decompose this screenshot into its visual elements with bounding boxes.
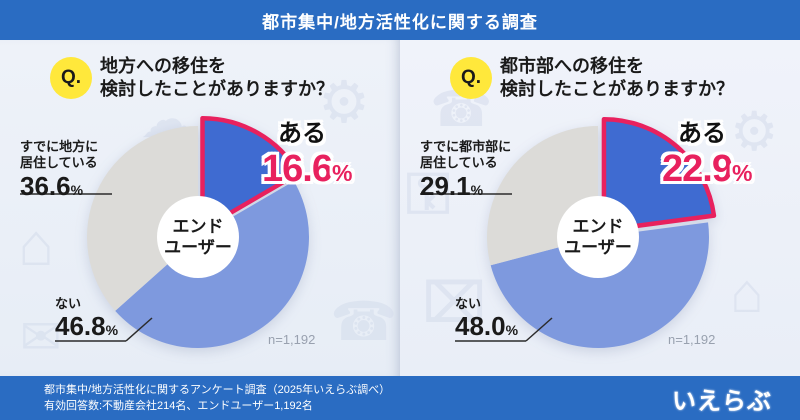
question-line1: 都市部への移住を bbox=[500, 56, 644, 76]
panel-rural-migration: ⚙ ☁ ⌂ ✉ ☎ Q. 地方への移住を 検討したことがありますか？ エンド ユ… bbox=[0, 40, 400, 376]
page-title: 都市集中/地方活性化に関する調査 bbox=[262, 12, 538, 32]
mail-icon: ✉ bbox=[20, 309, 62, 365]
phone-icon: ☎ bbox=[330, 292, 398, 352]
label-yes: ある 22.9% bbox=[662, 120, 752, 194]
header-bar: 都市集中/地方活性化に関する調査 bbox=[0, 0, 800, 40]
callout-line bbox=[525, 317, 553, 342]
sample-size-label: n=1,192 bbox=[668, 332, 716, 347]
pie-center-label: エンド ユーザー bbox=[138, 216, 258, 258]
center-line2: ユーザー bbox=[164, 238, 232, 257]
no-word: ない bbox=[455, 296, 482, 311]
footer-line1: 都市集中/地方活性化に関するアンケート調査（2025年いえらぶ調べ） bbox=[44, 384, 391, 396]
question-text: 地方への移住を 検討したことがありますか？ bbox=[100, 55, 334, 101]
label-already-resident: すでに都市部に 居住している 29.1% bbox=[420, 139, 511, 205]
map-icon: ⌂ bbox=[730, 261, 764, 324]
question-line2: 検討したことがありますか？ bbox=[500, 79, 734, 99]
label-no: ない 48.0% bbox=[455, 296, 518, 345]
panel-urban-migration: ⚿ ☎ ⌧ ⚙ ⌂ Q. 都市部への移住を 検討したことがありますか？ エンド … bbox=[400, 40, 800, 376]
pie-center-label: エンド ユーザー bbox=[538, 216, 658, 258]
already-value: 29.1% bbox=[420, 171, 484, 201]
label-yes: ある 16.6% bbox=[262, 120, 352, 194]
footer-bar: 都市集中/地方活性化に関するアンケート調査（2025年いえらぶ調べ） 有効回答数… bbox=[0, 376, 800, 420]
already-value: 36.6% bbox=[20, 171, 84, 201]
center-line1: エンド bbox=[572, 217, 624, 236]
footer-note: 都市集中/地方活性化に関するアンケート調査（2025年いえらぶ調べ） 有効回答数… bbox=[44, 382, 390, 414]
yes-value: 16.6% bbox=[262, 148, 352, 190]
question-badge: Q. bbox=[450, 57, 492, 99]
already-line1: すでに地方に bbox=[20, 139, 99, 154]
label-already-resident: すでに地方に 居住している 36.6% bbox=[20, 139, 98, 205]
already-line2: 居住している bbox=[420, 155, 498, 170]
yes-word: ある bbox=[678, 120, 726, 147]
already-line2: 居住している bbox=[20, 155, 98, 170]
label-no: ない 46.8% bbox=[55, 296, 118, 345]
yes-value: 22.9% bbox=[662, 148, 752, 190]
question-line1: 地方への移住を bbox=[100, 56, 226, 76]
no-value: 48.0% bbox=[455, 311, 519, 341]
question-text: 都市部への移住を 検討したことがありますか？ bbox=[500, 55, 734, 101]
device-icon: ⌧ bbox=[422, 271, 487, 334]
no-value: 46.8% bbox=[55, 311, 119, 341]
question-badge: Q. bbox=[50, 57, 92, 99]
pie-slice-1 bbox=[115, 181, 309, 348]
footer-line2: 有効回答数:不動産会社214名、エンドユーザー1,192名 bbox=[44, 400, 313, 412]
already-line1: すでに都市部に bbox=[420, 139, 512, 154]
ielove-logo: いえらぶ bbox=[672, 387, 772, 415]
center-line2: ユーザー bbox=[564, 238, 632, 257]
center-line1: エンド bbox=[172, 217, 224, 236]
callout-line bbox=[125, 317, 153, 342]
house-icon: ⌂ bbox=[18, 211, 55, 278]
question-line2: 検討したことがありますか？ bbox=[100, 79, 334, 99]
wrench-icon: ⚙ bbox=[318, 70, 370, 135]
sample-size-label: n=1,192 bbox=[268, 332, 316, 347]
no-word: ない bbox=[55, 296, 82, 311]
gear-icon: ⚙ bbox=[730, 102, 779, 162]
yes-word: ある bbox=[278, 120, 326, 147]
